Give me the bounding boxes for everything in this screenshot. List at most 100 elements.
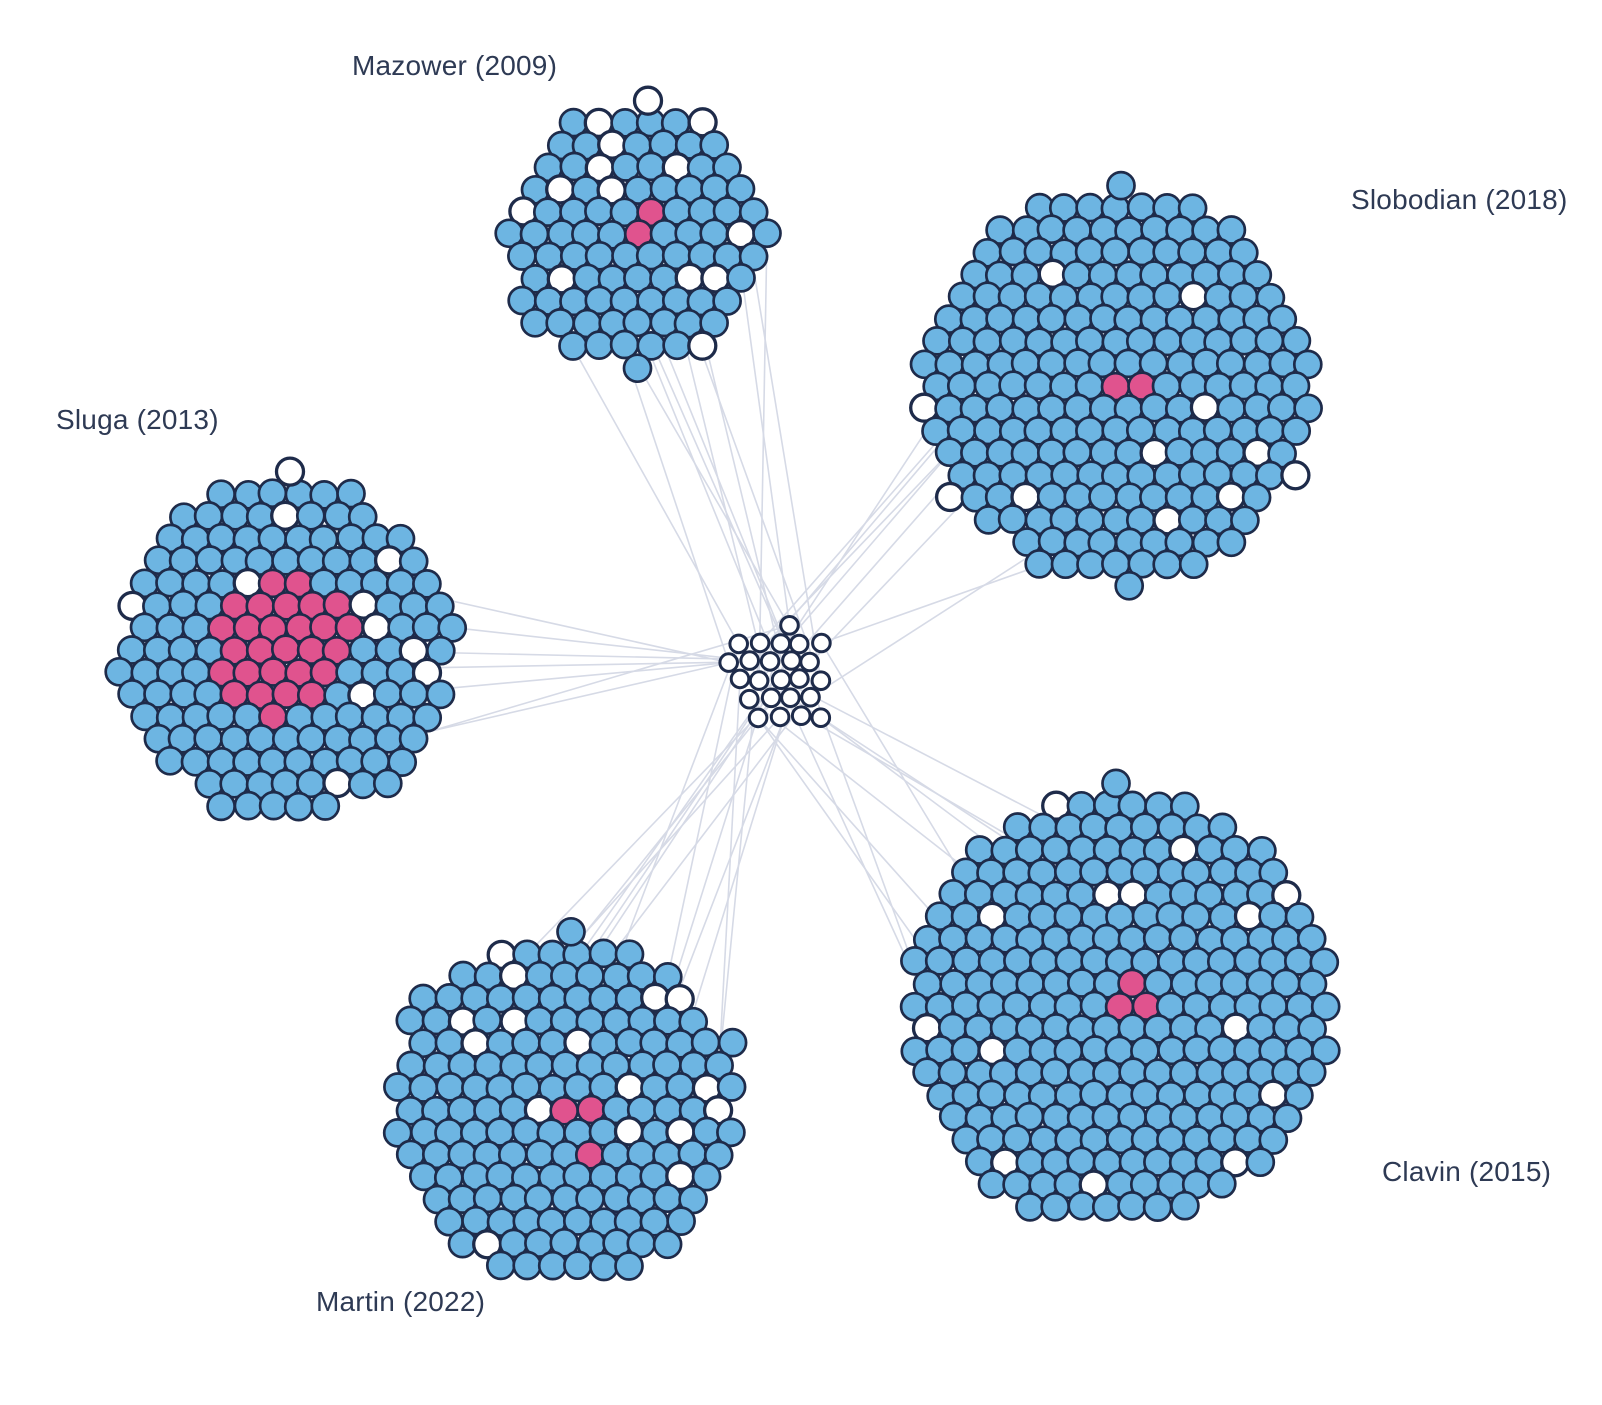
shared-reference-dot	[799, 651, 820, 673]
sluga-reference-dot-blue	[258, 790, 289, 821]
slobodian-reference-dot-blue	[1230, 505, 1260, 536]
slobodian-reference-dot-blue	[1280, 371, 1311, 401]
sluga-reference-dot-blue	[425, 635, 456, 666]
martin-reference-dot-blue	[717, 1027, 748, 1058]
clavin-reference-dot-white	[1271, 880, 1302, 911]
sluga-reference-dot-blue	[398, 723, 429, 754]
clavin-reference-dot-blue	[1067, 1190, 1098, 1221]
shared-reference-dot	[781, 650, 802, 671]
mazower-reference-dot-white	[687, 330, 718, 361]
martin-reference-dot-blue	[512, 1250, 543, 1281]
sluga-reference-dot-blue	[387, 747, 418, 777]
clavin-reference-dot-blue	[1015, 1192, 1045, 1222]
mazower-reference-dot-blue	[738, 197, 769, 227]
mazower-reference-dot-blue	[584, 330, 614, 360]
clavin-reference-dot-blue	[1272, 1103, 1303, 1134]
cluster-label-martin: Martin (2022)	[316, 1286, 486, 1317]
slobodian-reference-dot-blue	[1281, 325, 1312, 356]
sluga-reference-dot-blue	[155, 745, 185, 776]
cluster-label-sluga: Sluga (2013)	[56, 404, 219, 435]
shared-reference-dot	[760, 687, 782, 709]
shared-reference-dot	[800, 686, 821, 708]
shared-reference-dot	[810, 670, 832, 692]
slobodian-reference-dot-blue	[1106, 170, 1136, 201]
shared-reference-dot	[747, 707, 769, 729]
sluga-reference-dot-blue	[425, 679, 456, 710]
martin-reference-dot-blue	[716, 1072, 747, 1102]
martin-reference-dot-blue	[447, 1228, 478, 1259]
martin-reference-dot-blue	[589, 1251, 619, 1282]
shared-reference-dot	[770, 633, 792, 654]
shared-reference-dot	[788, 633, 810, 655]
mazower-reference-dot-blue	[662, 330, 692, 361]
clavin-reference-dot-blue	[1091, 1192, 1122, 1222]
clavin-reference-dot-blue	[1117, 1191, 1147, 1221]
clavin-reference-dot-blue	[1170, 1190, 1200, 1221]
clavin-reference-dot-blue	[1296, 1057, 1327, 1087]
martin-reference-dot-blue	[537, 1250, 568, 1281]
shared-reference-dot	[810, 707, 832, 729]
martin-reference-dot-blue	[485, 1250, 516, 1281]
shared-reference-dot	[748, 670, 770, 691]
shared-reference-dot	[769, 706, 791, 728]
sluga-reference-dot-blue	[347, 769, 378, 800]
slobodian-reference-dot-white	[1280, 460, 1311, 491]
cluster-label-mazower: Mazower (2009)	[352, 50, 558, 81]
sluga-reference-dot-white	[274, 456, 306, 487]
shared-reference-dot	[759, 651, 781, 672]
shared-reference-dot	[780, 687, 801, 709]
martin-reference-dot-blue	[652, 1229, 683, 1260]
sluga-reference-dot-blue	[398, 546, 429, 577]
clavin-reference-dot-blue	[1297, 1014, 1327, 1044]
martin-reference-dot-blue	[716, 1117, 746, 1148]
shared-reference-dot	[728, 633, 750, 655]
shared-reference-dot	[811, 632, 832, 654]
mazower-reference-dot-blue	[752, 218, 782, 249]
sluga-reference-dot-blue	[283, 791, 314, 822]
slobodian-reference-dot-blue	[1281, 416, 1312, 446]
martin-reference-dot-blue	[556, 916, 586, 947]
shared-reference-dot	[789, 668, 810, 689]
citation-edge	[667, 643, 740, 978]
mazower-reference-dot-blue	[699, 130, 730, 160]
sluga-reference-dot-blue	[412, 569, 442, 599]
mazower-reference-dot-blue	[520, 307, 550, 338]
sluga-reference-dot-blue	[412, 702, 443, 733]
slobodian-reference-dot-blue	[1178, 549, 1209, 580]
cluster-label-slobodian: Slobodian (2018)	[1351, 184, 1568, 215]
clavin-reference-dot-blue	[912, 1057, 942, 1087]
shared-reference-dot	[790, 705, 812, 727]
slobodian-reference-dot-blue	[1216, 215, 1247, 245]
shared-reference-dot	[749, 632, 771, 654]
slobodian-reference-dot-blue	[1152, 549, 1183, 580]
mazower-reference-dot-blue	[622, 353, 653, 384]
martin-reference-dot-blue	[614, 1251, 644, 1281]
clavin-reference-dot-blue	[977, 1169, 1008, 1199]
clavin-reference-dot-blue	[1142, 1192, 1173, 1222]
slobodian-reference-dot-blue	[1177, 193, 1208, 224]
cluster-label-clavin: Clavin (2015)	[1382, 1156, 1552, 1187]
clavin-reference-dot-blue	[1169, 791, 1200, 822]
slobodian-reference-dot-blue	[1024, 549, 1055, 579]
slobodian-reference-dot-blue	[1050, 549, 1081, 580]
clavin-reference-dot-blue	[1040, 1191, 1071, 1222]
sluga-reference-dot-blue	[206, 791, 236, 822]
clavin-reference-dot-blue	[1258, 1125, 1289, 1155]
clavin-reference-dot-blue	[1245, 1147, 1276, 1178]
slobodian-reference-dot-blue	[1114, 570, 1145, 601]
sluga-reference-dot-white	[411, 657, 443, 689]
shared-reference-dot	[739, 688, 760, 710]
shared-reference-dot	[739, 650, 761, 671]
mazower-reference-dot-blue	[712, 286, 742, 316]
slobodian-reference-dot-blue	[1216, 527, 1247, 558]
slobodian-reference-dot-white	[934, 481, 966, 513]
clavin-reference-dot-blue	[1207, 812, 1238, 843]
mazower-reference-dot-blue	[725, 174, 756, 204]
shared-reference-dot	[770, 669, 792, 691]
clavin-reference-dot-blue	[1296, 923, 1327, 954]
sluga-reference-dot-blue	[310, 791, 341, 821]
mazower-reference-dot-white	[632, 85, 664, 116]
slobodian-reference-dot-blue	[1267, 304, 1298, 335]
slobodian-reference-dot-blue	[1242, 260, 1273, 290]
